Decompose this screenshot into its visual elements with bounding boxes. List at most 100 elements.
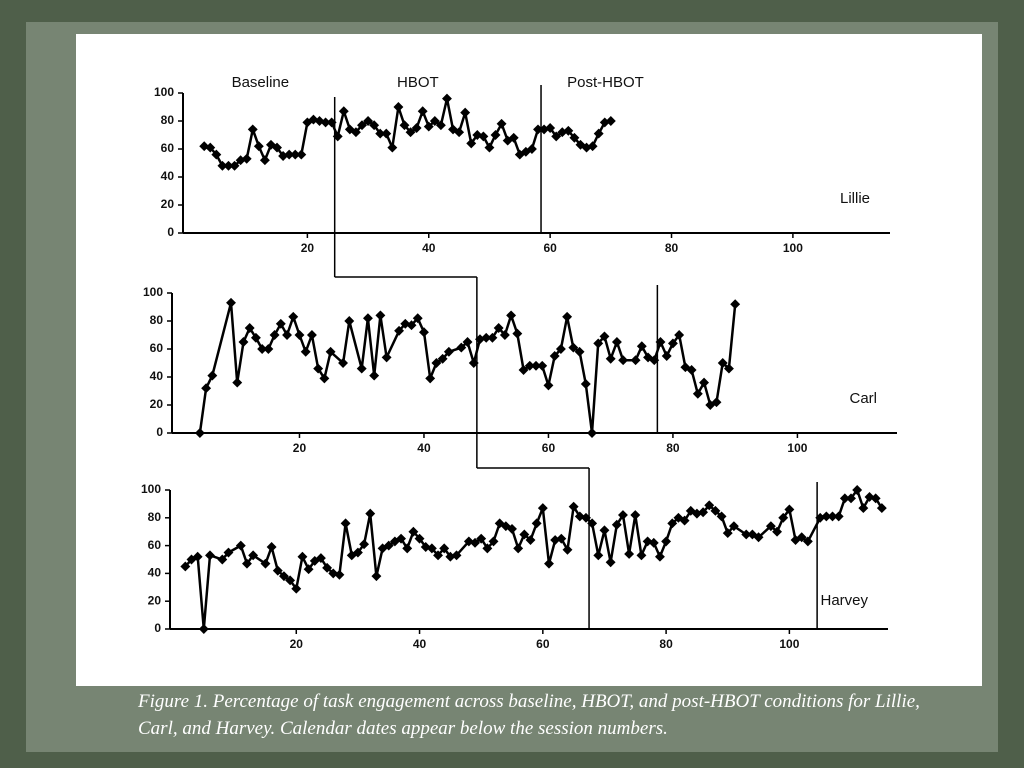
data-point (593, 550, 604, 561)
data-point (636, 341, 647, 352)
data-point (369, 370, 380, 381)
data-point (481, 332, 492, 343)
data-point (753, 532, 764, 543)
data-point (375, 128, 386, 139)
y-tick-label: 0 (156, 425, 163, 439)
x-tick-label: 100 (783, 241, 803, 255)
data-point (284, 149, 295, 160)
data-point (605, 557, 616, 568)
data-point (338, 358, 349, 368)
data-point (796, 532, 807, 543)
data-point (260, 558, 271, 569)
data-point (507, 523, 517, 534)
data-point (431, 358, 442, 368)
data-point (232, 377, 243, 388)
data-point (686, 365, 697, 375)
data-point (484, 142, 495, 153)
data-point (313, 363, 324, 374)
data-point (383, 540, 394, 551)
x-tick-label: 40 (413, 637, 427, 651)
data-point (198, 624, 209, 634)
data-point (205, 142, 216, 153)
data-point (802, 536, 813, 547)
data-point (876, 503, 887, 514)
data-point (839, 493, 850, 504)
data-point (556, 533, 567, 544)
data-point (394, 325, 405, 336)
data-point (344, 316, 355, 326)
data-point (269, 330, 280, 340)
x-tick-label: 80 (659, 637, 673, 651)
data-point (306, 330, 317, 340)
data-point (526, 144, 537, 154)
phase-label: Post-HBOT (567, 74, 644, 91)
phase-label: HBOT (397, 74, 439, 91)
data-point (649, 355, 660, 366)
data-point (545, 123, 556, 133)
data-point (784, 504, 795, 515)
data-point (531, 518, 542, 529)
data-point (408, 526, 419, 537)
data-point (630, 355, 641, 366)
data-point (396, 533, 407, 544)
data-point (611, 337, 622, 347)
data-point (319, 373, 330, 384)
data-point (611, 519, 622, 530)
data-point (667, 338, 678, 349)
data-point (852, 485, 863, 495)
data-point (217, 554, 228, 565)
data-point (381, 352, 392, 363)
data-point (192, 551, 203, 562)
data-point (833, 511, 844, 522)
data-point (365, 508, 376, 519)
data-point (698, 507, 709, 518)
data-point (437, 353, 448, 364)
y-tick-label: 40 (148, 566, 162, 580)
data-point (580, 379, 591, 389)
data-point (519, 529, 530, 540)
data-point (648, 537, 659, 548)
data-point (711, 397, 722, 408)
data-point (362, 313, 373, 324)
x-tick-label: 100 (779, 637, 799, 651)
participant-label: Carl (849, 390, 877, 407)
x-tick-label: 20 (293, 441, 307, 455)
data-point (223, 547, 234, 558)
data-point (537, 360, 548, 371)
data-point (728, 521, 739, 532)
data-point (272, 565, 283, 576)
data-point (470, 537, 480, 548)
data-point (412, 313, 423, 324)
data-point (704, 500, 715, 511)
data-point (544, 558, 554, 569)
y-tick-label: 80 (148, 510, 162, 524)
data-point (568, 501, 579, 512)
data-point (599, 525, 610, 536)
data-point (334, 569, 345, 580)
data-point (340, 518, 351, 529)
x-tick-label: 60 (543, 241, 557, 255)
participant-label: Lillie (840, 190, 870, 207)
data-point (772, 526, 783, 537)
data-point (468, 358, 479, 368)
data-point (716, 511, 727, 522)
data-point (846, 493, 856, 504)
data-point (587, 141, 598, 152)
data-point (300, 346, 311, 357)
data-point (381, 128, 392, 139)
data-point (513, 543, 524, 554)
data-point (290, 149, 301, 160)
data-point (710, 505, 721, 516)
y-tick-label: 60 (161, 141, 175, 155)
data-point (581, 512, 591, 523)
data-point (375, 310, 386, 321)
data-point (454, 127, 465, 138)
data-point (667, 518, 678, 529)
data-point (266, 542, 277, 552)
data-point (322, 562, 333, 573)
data-point (451, 550, 462, 561)
data-point (201, 383, 212, 394)
data-point (443, 346, 454, 357)
